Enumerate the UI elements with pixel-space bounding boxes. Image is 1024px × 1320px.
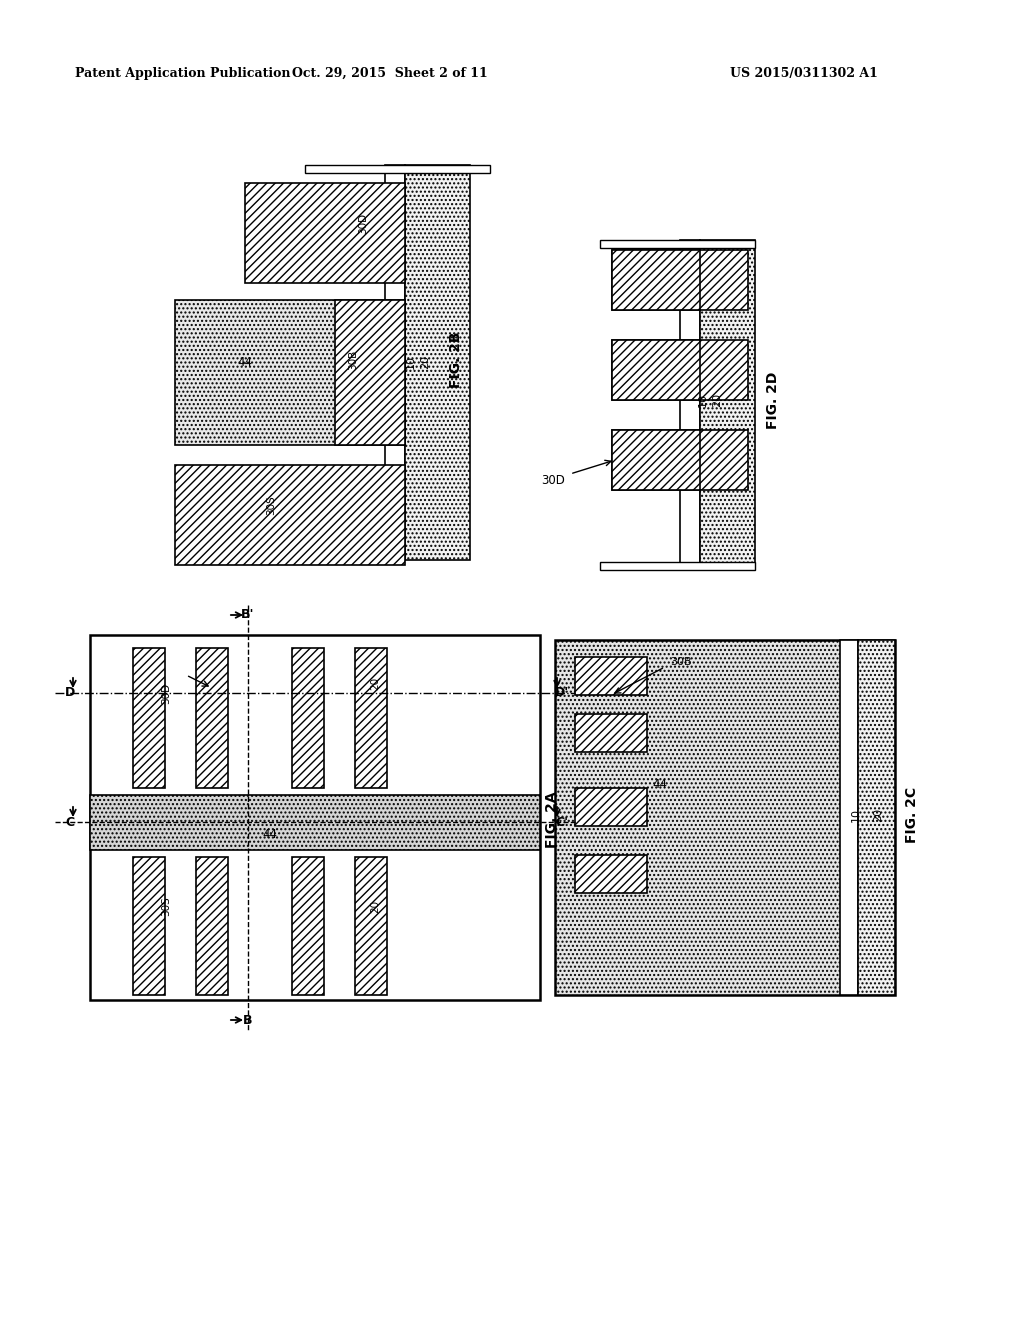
Bar — [90, 795, 540, 850]
Text: D: D — [65, 686, 75, 700]
Text: 20: 20 — [420, 355, 430, 370]
Bar — [406, 165, 470, 560]
Bar — [305, 165, 490, 173]
Text: 30S: 30S — [161, 896, 171, 916]
Text: 20: 20 — [370, 899, 380, 912]
Bar — [600, 240, 755, 248]
Text: 20: 20 — [712, 393, 722, 407]
Text: B: B — [244, 1014, 253, 1027]
Text: 44: 44 — [262, 829, 278, 842]
Text: 30D: 30D — [161, 682, 171, 704]
Bar — [245, 183, 406, 282]
Text: Patent Application Publication: Patent Application Publication — [75, 66, 291, 79]
Bar — [133, 648, 165, 788]
Text: C: C — [66, 816, 75, 829]
Bar — [612, 430, 700, 490]
Bar — [355, 857, 387, 995]
Text: FIG. 2B: FIG. 2B — [449, 331, 463, 388]
Bar — [858, 640, 895, 995]
Text: 20: 20 — [370, 676, 380, 689]
Text: FIG. 2C: FIG. 2C — [905, 787, 919, 843]
Bar — [612, 249, 748, 310]
Bar — [196, 648, 228, 788]
Bar — [575, 788, 647, 826]
Bar — [840, 640, 858, 995]
Bar — [575, 714, 647, 752]
Text: US 2015/0311302 A1: US 2015/0311302 A1 — [730, 66, 878, 79]
Bar — [355, 648, 387, 788]
Text: 30D: 30D — [541, 474, 565, 487]
Text: 20: 20 — [873, 808, 883, 822]
Bar — [612, 341, 748, 400]
Bar — [612, 249, 700, 310]
Bar — [612, 341, 700, 400]
Bar — [575, 855, 647, 894]
Bar — [555, 640, 895, 995]
Text: 30S: 30S — [266, 495, 276, 515]
Text: D': D' — [555, 686, 569, 700]
Bar — [385, 165, 406, 560]
Bar — [575, 657, 647, 696]
Bar — [600, 562, 755, 570]
Text: 10: 10 — [406, 355, 416, 370]
Bar — [175, 465, 406, 565]
Bar — [292, 648, 324, 788]
Bar — [133, 857, 165, 995]
Text: 30B: 30B — [348, 350, 358, 370]
Bar — [90, 635, 540, 1001]
Text: C': C' — [555, 816, 568, 829]
Text: Oct. 29, 2015  Sheet 2 of 11: Oct. 29, 2015 Sheet 2 of 11 — [292, 66, 487, 79]
Text: B': B' — [242, 609, 255, 622]
Bar — [196, 857, 228, 995]
Bar — [175, 300, 406, 445]
Bar — [612, 430, 748, 490]
Text: FIG. 2A: FIG. 2A — [545, 792, 559, 849]
Bar — [292, 857, 324, 995]
Text: 44: 44 — [238, 355, 253, 368]
Text: 10: 10 — [851, 808, 861, 822]
Bar — [680, 240, 700, 570]
Text: 30D: 30D — [358, 213, 368, 234]
Text: 30B: 30B — [670, 657, 691, 667]
Text: FIG. 2D: FIG. 2D — [766, 371, 780, 429]
Bar — [700, 240, 755, 570]
Text: 44: 44 — [652, 779, 668, 792]
Text: 10: 10 — [698, 393, 708, 407]
Bar — [335, 300, 406, 445]
